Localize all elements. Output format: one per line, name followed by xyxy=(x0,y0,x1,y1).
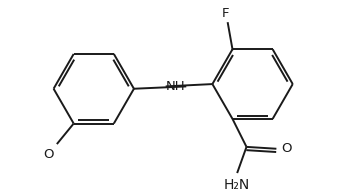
Text: NH: NH xyxy=(166,80,186,93)
Text: H₂N: H₂N xyxy=(224,178,250,192)
Text: O: O xyxy=(44,148,54,161)
Text: F: F xyxy=(222,7,230,20)
Text: O: O xyxy=(281,142,292,155)
